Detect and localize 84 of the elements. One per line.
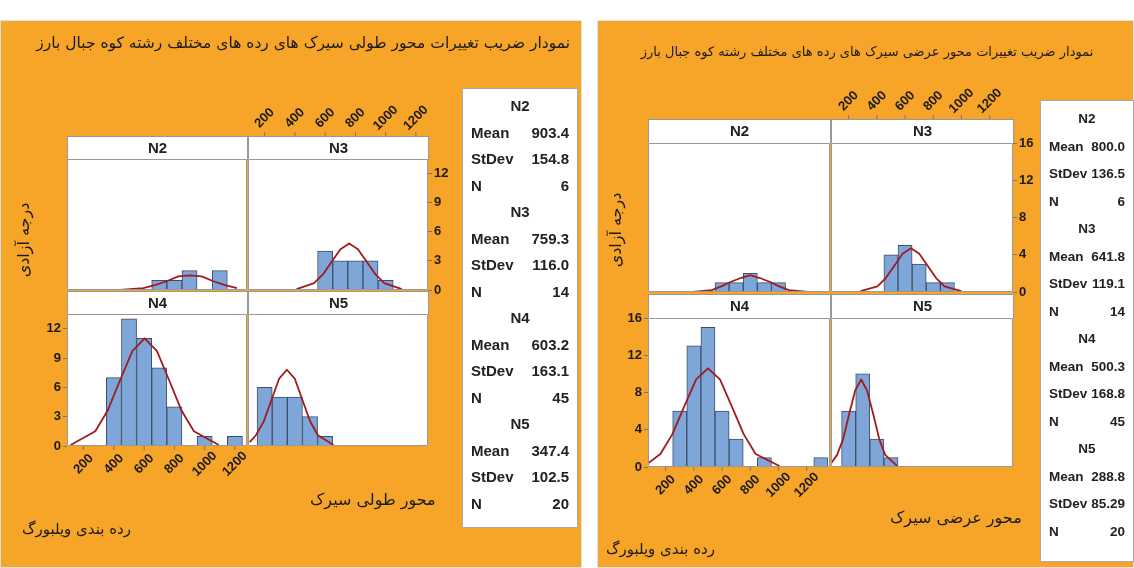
text: نمودار ضریب تغییرات محور عرضی سیرک های رده های مختلف رشته کوه جبال بارز xyxy=(639,44,1095,59)
text: Mean 288.8 xyxy=(1049,467,1125,486)
x-tick-label: 800 xyxy=(341,104,368,131)
text: نمودار ضریب تغییرات محور طولی سیرک های رده های مختلف رشته کوه جبال بارز xyxy=(36,34,570,52)
chart-title: N4 xyxy=(648,294,831,319)
text: StDev 116.0 xyxy=(471,256,569,273)
text: Mean 500.3 xyxy=(1049,357,1125,376)
x-tick-label: 400 xyxy=(100,450,127,477)
text: Mean 759.3 xyxy=(471,229,569,247)
y-tick-label: 12 xyxy=(1019,171,1034,187)
text: N4 xyxy=(509,308,531,328)
text: StDev 163.1 xyxy=(471,361,569,381)
y-tick-label: 9 xyxy=(53,349,61,365)
y-tick-label: 16 xyxy=(1019,134,1034,150)
text: N 20 xyxy=(471,494,569,512)
x-tick-label: 200 xyxy=(652,471,678,498)
chart-title: N3 xyxy=(831,119,1014,144)
y-tick-label: 4 xyxy=(1019,246,1027,262)
y-tick-label: 6 xyxy=(434,223,442,239)
y-tick-label: 4 xyxy=(634,421,643,437)
text: N2 xyxy=(1077,110,1097,128)
text: StDev 85.29 xyxy=(1049,495,1125,513)
text: N4 xyxy=(1077,330,1097,348)
chart-title: N5 xyxy=(831,294,1014,319)
x-tick-label: 600 xyxy=(130,450,157,477)
x-tick-label: 800 xyxy=(160,450,187,477)
text: Mean 641.8 xyxy=(1049,247,1125,266)
y-tick-label: 3 xyxy=(434,252,442,268)
text: Mean 603.2 xyxy=(471,335,569,353)
y-tick-label: 8 xyxy=(634,384,642,400)
y-tick-label: 12 xyxy=(434,165,449,181)
chart-title: N5 xyxy=(248,291,429,315)
text: N 6 xyxy=(471,176,569,194)
y-tick-label: 0 xyxy=(53,437,61,453)
text: N 14 xyxy=(471,282,569,300)
y-axis-title: درجه آزادی xyxy=(14,201,33,280)
text: N 45 xyxy=(471,388,569,406)
x-tick-label: 200 xyxy=(70,450,96,477)
y-tick-label: 0 xyxy=(634,458,642,474)
y-tick-label: 9 xyxy=(434,194,442,210)
x-tick-label: 400 xyxy=(863,87,890,114)
text: رده بندی ویلبورگ xyxy=(606,540,715,558)
text: StDev 119.1 xyxy=(1049,275,1125,293)
y-tick-label: 16 xyxy=(627,309,642,325)
chart-title: N4 xyxy=(67,291,248,315)
y-axis-title: درجه آزادی xyxy=(606,191,625,270)
text: رده بندی ویلبورگ xyxy=(22,520,131,538)
text: StDev 136.5 xyxy=(1049,165,1125,183)
text: N 6 xyxy=(1049,193,1125,209)
x-tick-label: 400 xyxy=(680,471,707,498)
text: N5 xyxy=(509,414,531,434)
text: StDev 102.5 xyxy=(471,467,569,487)
x-tick-label: 600 xyxy=(311,104,338,131)
text: StDev 168.8 xyxy=(1049,385,1125,403)
x-tick-label: 800 xyxy=(736,471,763,498)
text: N3 xyxy=(1077,220,1097,238)
text: N2 xyxy=(509,96,531,116)
text: N 20 xyxy=(1049,523,1125,539)
chart-title: N2 xyxy=(67,136,248,160)
y-tick-label: 0 xyxy=(1019,283,1027,299)
x-tick-label: 400 xyxy=(281,104,308,131)
text: N3 xyxy=(509,202,531,222)
x-tick-label: 200 xyxy=(251,104,277,131)
text: N 14 xyxy=(1049,303,1125,319)
y-tick-label: 8 xyxy=(1019,209,1027,225)
text: Mean 347.4 xyxy=(471,441,569,459)
text: StDev 154.8 xyxy=(471,149,569,169)
chart-title: N2 xyxy=(648,119,831,144)
chart-title: N3 xyxy=(248,136,429,160)
y-tick-label: 0 xyxy=(434,281,442,297)
text: N 45 xyxy=(1049,413,1125,429)
x-tick-label: 800 xyxy=(919,87,946,114)
x-axis-title: محور طولی سیرک xyxy=(310,490,436,509)
y-tick-label: 12 xyxy=(46,320,61,336)
y-tick-label: 12 xyxy=(627,346,642,362)
text: Mean 800.0 xyxy=(1049,137,1125,156)
x-axis-title: محور عرضی سیرک xyxy=(890,508,1022,527)
text: N5 xyxy=(1077,440,1097,458)
x-tick-label: 200 xyxy=(835,87,861,114)
x-tick-label: 600 xyxy=(891,87,918,114)
y-tick-label: 3 xyxy=(53,408,61,424)
y-tick-label: 6 xyxy=(53,378,61,394)
text: Mean 903.4 xyxy=(471,123,569,141)
x-tick-label: 600 xyxy=(708,471,735,498)
